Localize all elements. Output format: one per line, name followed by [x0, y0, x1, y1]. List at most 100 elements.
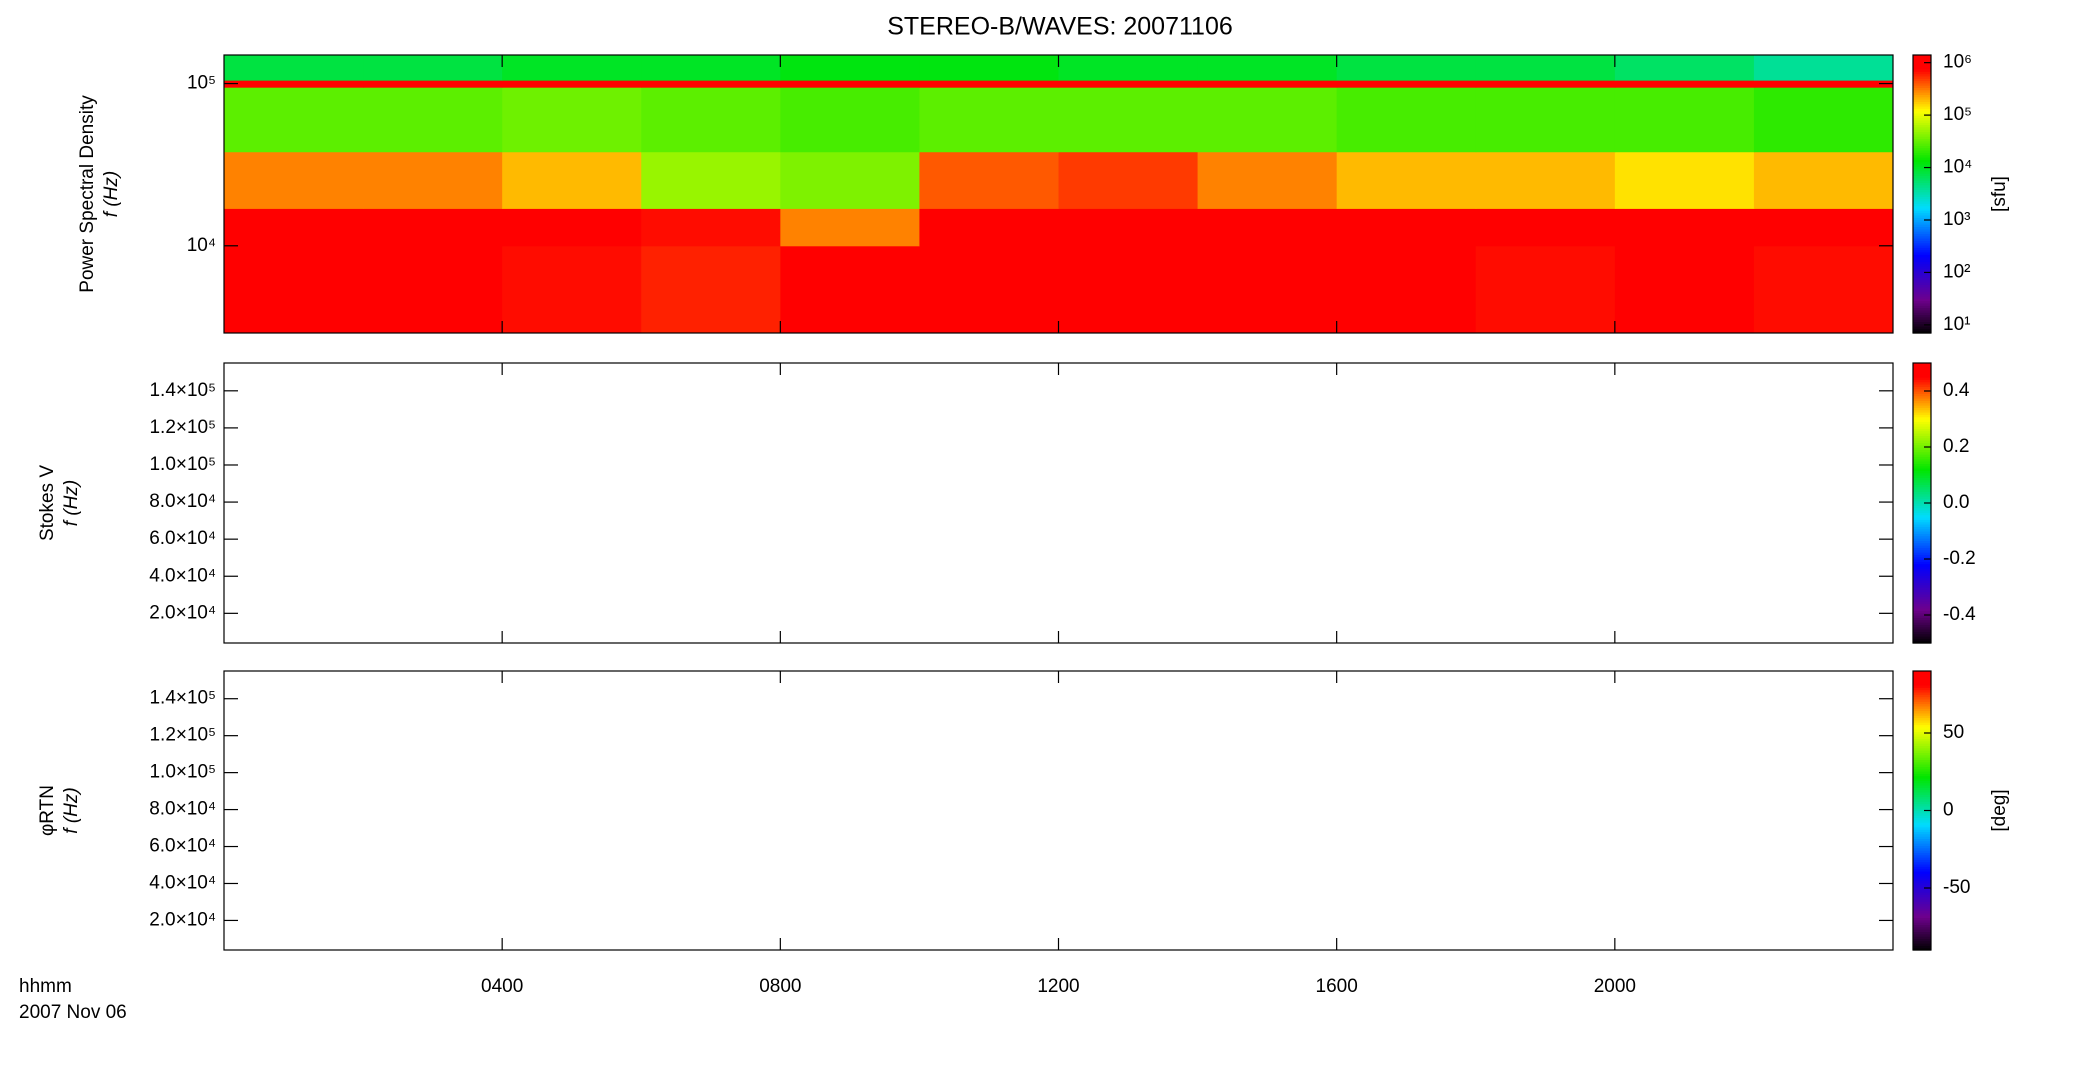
colorbar-step [1913, 761, 1931, 765]
colorbar-step [1913, 64, 1931, 68]
heatmap-cell [224, 245, 364, 334]
heatmap-cell [1058, 87, 1199, 153]
colorbar-step [1913, 510, 1931, 513]
colorbar-step [1913, 496, 1931, 499]
colorbar-step [1913, 908, 1931, 912]
colorbar-step [1913, 238, 1931, 241]
colorbar-step [1913, 173, 1931, 177]
colorbar-step [1913, 526, 1931, 530]
colorbar-step [1913, 791, 1931, 795]
colorbar-step [1913, 282, 1931, 285]
colorbar-step [1913, 584, 1931, 588]
colorbar-step [1913, 140, 1931, 144]
colorbar-step [1913, 801, 1931, 805]
colorbar-step [1913, 789, 1931, 793]
y-axis-label: f (Hz) [61, 480, 82, 526]
heatmap-cell [1197, 55, 1338, 81]
colorbar-step [1913, 677, 1931, 681]
heatmap-cell [780, 55, 920, 81]
colorbar-step [1913, 302, 1931, 306]
colorbar-step [1913, 99, 1931, 102]
colorbar-step [1913, 836, 1931, 839]
colorbar-step [1913, 295, 1931, 299]
colorbar-step [1913, 712, 1931, 716]
chart-title: STEREO-B/WAVES: 20071106 [887, 13, 1233, 41]
colorbar-step [1913, 263, 1931, 267]
colorbar-step [1913, 249, 1931, 253]
y-axis-label: φRTN [37, 785, 58, 836]
y-tick-label: 8.0×10⁴ [149, 799, 216, 820]
colorbar-step [1913, 272, 1931, 276]
colorbar-step [1913, 388, 1931, 392]
colorbar-step [1913, 196, 1931, 200]
colorbar-step [1913, 673, 1931, 677]
colorbar-step [1913, 505, 1931, 509]
colorbar-step [1913, 484, 1931, 488]
colorbar-step [1913, 75, 1931, 79]
colorbar-step [1913, 482, 1931, 485]
colorbar-step [1913, 940, 1931, 944]
heatmap-cell [502, 208, 642, 247]
colorbar-step [1913, 880, 1931, 884]
heatmap-cell [1753, 151, 1894, 209]
colorbar-step [1913, 845, 1931, 849]
colorbar-step [1913, 381, 1931, 385]
colorbar-step [1913, 168, 1931, 172]
heatmap-cell [363, 208, 503, 247]
colorbar-tick-label: 10⁴ [1943, 157, 1972, 178]
colorbar-step [1913, 391, 1931, 394]
colorbar-step [1913, 689, 1931, 693]
colorbar-step [1913, 59, 1931, 63]
colorbar-step [1913, 136, 1931, 139]
colorbar-step [1913, 163, 1931, 167]
colorbar-step [1913, 917, 1931, 921]
colorbar-tick-label: 0.2 [1943, 436, 1969, 457]
colorbar-step [1913, 815, 1931, 819]
colorbar-step [1913, 680, 1931, 684]
heatmap-cell [1614, 208, 1755, 247]
colorbar-step [1913, 589, 1931, 593]
colorbar-step [1913, 463, 1931, 467]
colorbar-step [1913, 535, 1931, 539]
colorbar-step [1913, 117, 1931, 121]
colorbar-step [1913, 194, 1931, 197]
colorbar-step [1913, 843, 1931, 846]
colorbar-step [1913, 85, 1931, 89]
heatmap-cell [919, 80, 1059, 88]
colorbar-step [1913, 810, 1931, 814]
colorbar-step [1913, 254, 1931, 258]
colorbar-step [1913, 512, 1931, 516]
colorbar-step [1913, 596, 1931, 600]
date-label: 2007 Nov 06 [19, 1002, 127, 1023]
colorbar-step [1913, 757, 1931, 760]
colorbar-step [1913, 910, 1931, 914]
heatmap-cell [1058, 55, 1199, 81]
colorbar-step [1913, 803, 1931, 807]
colorbar-step [1913, 300, 1931, 304]
colorbar-step [1913, 612, 1931, 616]
y-axis-label: Stokes V [37, 465, 58, 541]
colorbar-step [1913, 456, 1931, 460]
colorbar-step [1913, 938, 1931, 942]
colorbar-step [1913, 328, 1931, 332]
colorbar-step [1913, 947, 1931, 951]
colorbar-step [1913, 409, 1931, 413]
colorbar-step [1913, 293, 1931, 297]
colorbar-step [1913, 129, 1931, 133]
colorbar-step [1913, 524, 1931, 527]
colorbar-step [1913, 615, 1931, 618]
heatmap-cell [1336, 208, 1477, 247]
colorbar-step [1913, 577, 1931, 581]
colorbar-step [1913, 540, 1931, 544]
colorbar-step [1913, 819, 1931, 823]
colorbar-step [1913, 687, 1931, 691]
colorbar-step [1913, 829, 1931, 833]
colorbar-step [1913, 733, 1931, 737]
colorbar-step [1913, 491, 1931, 495]
colorbar-step [1913, 861, 1931, 865]
heatmap-cell [363, 87, 503, 153]
colorbar-step [1913, 507, 1931, 511]
heatmap-cell [641, 55, 781, 81]
y-axis-label: f (Hz) [61, 787, 82, 833]
colorbar-step [1913, 747, 1931, 751]
